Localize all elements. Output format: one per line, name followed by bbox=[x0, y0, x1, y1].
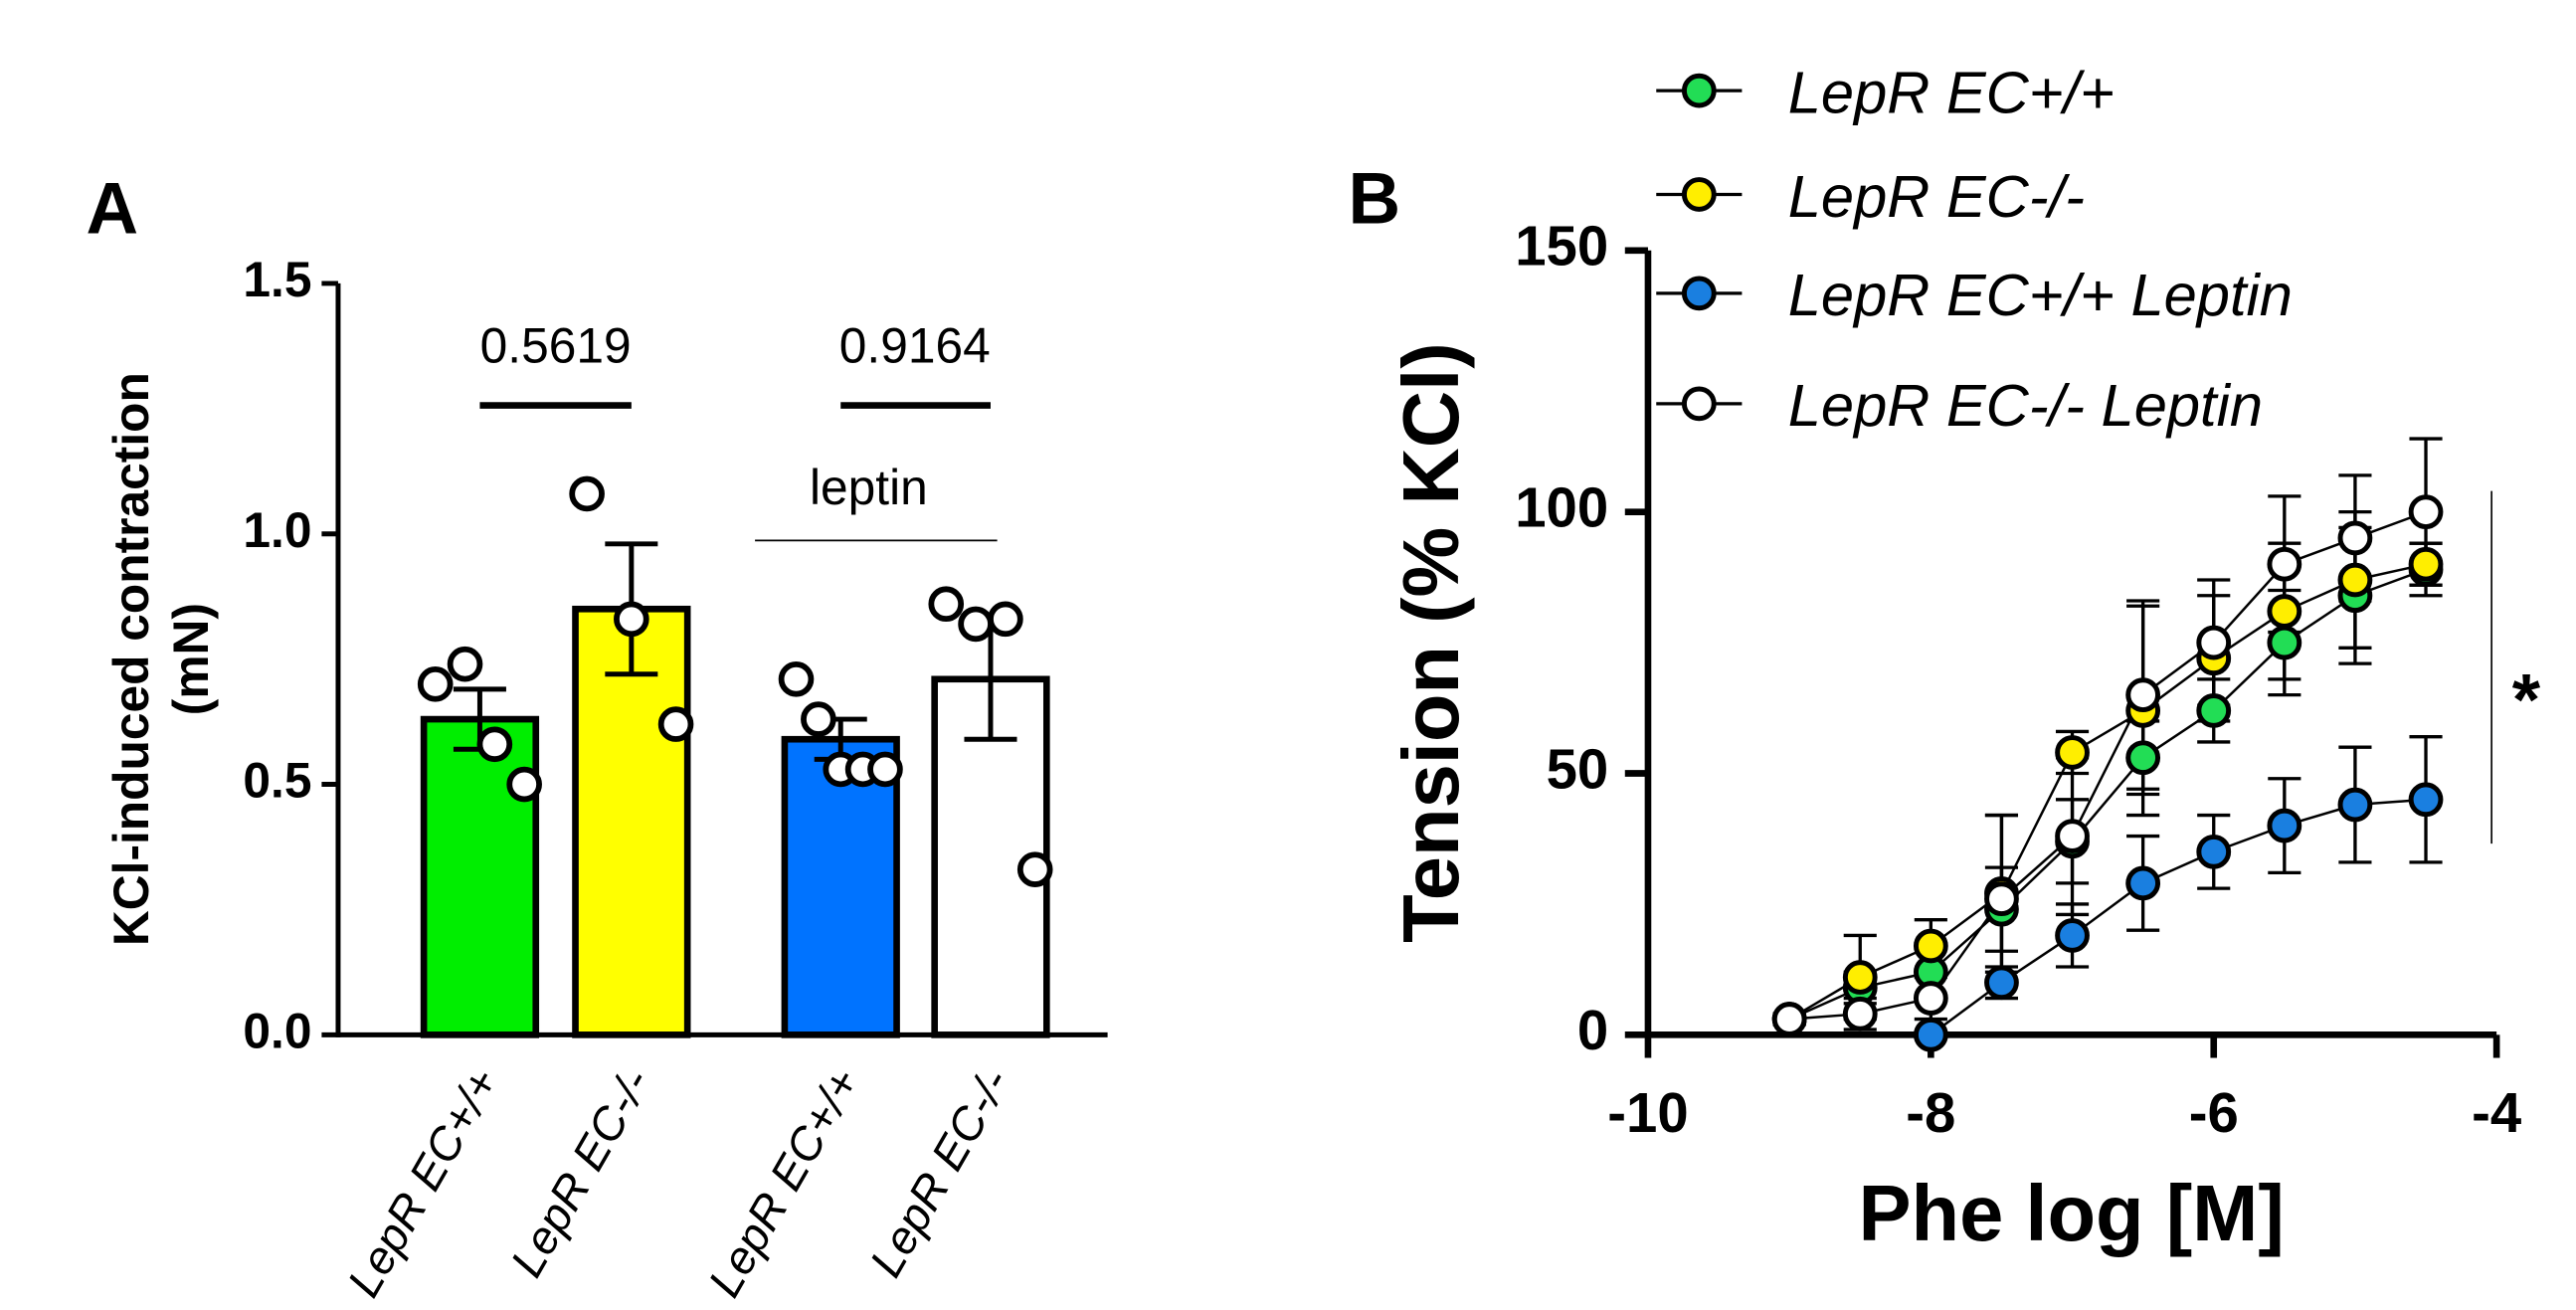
annotation: 0.5619 bbox=[480, 317, 632, 373]
data-point bbox=[958, 606, 994, 643]
legend-marker bbox=[1681, 73, 1717, 108]
data-point bbox=[2125, 677, 2161, 713]
x-tick-label: LepR EC-/- bbox=[500, 1059, 660, 1285]
legend-label: LepR EC+/+ Leptin bbox=[1788, 262, 2293, 328]
data-point bbox=[928, 586, 965, 623]
data-point bbox=[2337, 520, 2373, 556]
data-point bbox=[2267, 546, 2302, 582]
x-tick-label: -4 bbox=[2472, 1081, 2522, 1144]
data-point bbox=[2055, 819, 2090, 853]
y-tick-label: 150 bbox=[1515, 215, 1608, 278]
data-point bbox=[1842, 996, 1878, 1031]
legend-label: LepR EC-/- bbox=[1788, 163, 2085, 230]
panel-label: A bbox=[87, 169, 139, 250]
y-axis-label: KCl-induced contraction (mN) bbox=[103, 372, 219, 946]
legend-marker bbox=[1681, 276, 1717, 311]
data-point bbox=[801, 701, 836, 737]
y-axis-label: Tension (% KCl) bbox=[1386, 342, 1475, 943]
data-point bbox=[2337, 562, 2373, 598]
data-point bbox=[447, 646, 483, 682]
data-point bbox=[1771, 1002, 1807, 1036]
data-point bbox=[657, 706, 694, 742]
y-tick-label: 100 bbox=[1515, 476, 1608, 539]
data-point bbox=[2055, 735, 2090, 770]
data-point bbox=[506, 766, 542, 803]
panel-label: B bbox=[1348, 159, 1400, 240]
y-axis-label-line: (mN) bbox=[163, 603, 219, 715]
legend-label: LepR EC-/- Leptin bbox=[1788, 372, 2263, 439]
y-tick-label: 0.0 bbox=[243, 1003, 311, 1058]
data-point bbox=[2196, 625, 2232, 660]
fit-line bbox=[1788, 568, 2427, 1021]
data-point bbox=[2267, 625, 2302, 660]
data-point bbox=[614, 601, 649, 638]
data-point bbox=[988, 601, 1023, 638]
x-tick-label: LepR EC-/- bbox=[859, 1059, 1019, 1285]
x-tick-label: -10 bbox=[1607, 1081, 1688, 1144]
data-point bbox=[1913, 1017, 1948, 1052]
y-axis-label-line: KCl-induced contraction bbox=[103, 372, 159, 946]
data-point bbox=[778, 660, 815, 697]
legend-label: LepR EC+/+ bbox=[1788, 59, 2115, 125]
data-point bbox=[2408, 546, 2444, 582]
data-point bbox=[1984, 881, 2019, 917]
data-point bbox=[2055, 918, 2090, 953]
annotation: 0.9164 bbox=[839, 317, 991, 373]
y-tick-label: 1.0 bbox=[243, 502, 311, 558]
y-tick-label: 0.5 bbox=[243, 753, 311, 809]
data-point bbox=[2125, 740, 2161, 776]
data-point bbox=[1913, 928, 1948, 964]
annotation: * bbox=[2512, 659, 2541, 740]
fit-line bbox=[1788, 563, 2427, 1021]
data-point bbox=[1913, 981, 1948, 1016]
data-point bbox=[2196, 834, 2232, 869]
fit-line bbox=[1789, 510, 2427, 1021]
annotation: leptin bbox=[810, 460, 928, 515]
x-axis-label: Phe log [M] bbox=[1859, 1169, 2285, 1257]
data-point bbox=[1016, 851, 1053, 887]
bar bbox=[420, 715, 540, 1038]
y-tick-label: 50 bbox=[1547, 737, 1609, 800]
data-point bbox=[2267, 594, 2302, 629]
data-point bbox=[1984, 965, 2019, 1001]
y-tick-label: 0 bbox=[1577, 999, 1608, 1061]
data-point bbox=[2408, 782, 2444, 818]
legend-marker bbox=[1681, 386, 1717, 422]
data-point bbox=[2125, 865, 2161, 901]
legend-marker bbox=[1681, 177, 1717, 212]
x-tick-label: -8 bbox=[1906, 1081, 1955, 1144]
x-tick-label: LepR EC+/+ bbox=[337, 1059, 509, 1305]
data-point bbox=[2337, 787, 2373, 823]
x-tick-label: -6 bbox=[2189, 1081, 2239, 1144]
data-point bbox=[417, 666, 454, 702]
data-point bbox=[2408, 494, 2444, 530]
y-tick-label: 1.5 bbox=[243, 252, 311, 307]
data-point bbox=[867, 751, 903, 788]
data-point bbox=[1842, 960, 1878, 995]
data-point bbox=[476, 726, 513, 763]
x-tick-label: LepR EC+/+ bbox=[698, 1059, 870, 1305]
data-point bbox=[2196, 693, 2232, 728]
data-point bbox=[2267, 808, 2302, 843]
data-point bbox=[569, 475, 605, 512]
